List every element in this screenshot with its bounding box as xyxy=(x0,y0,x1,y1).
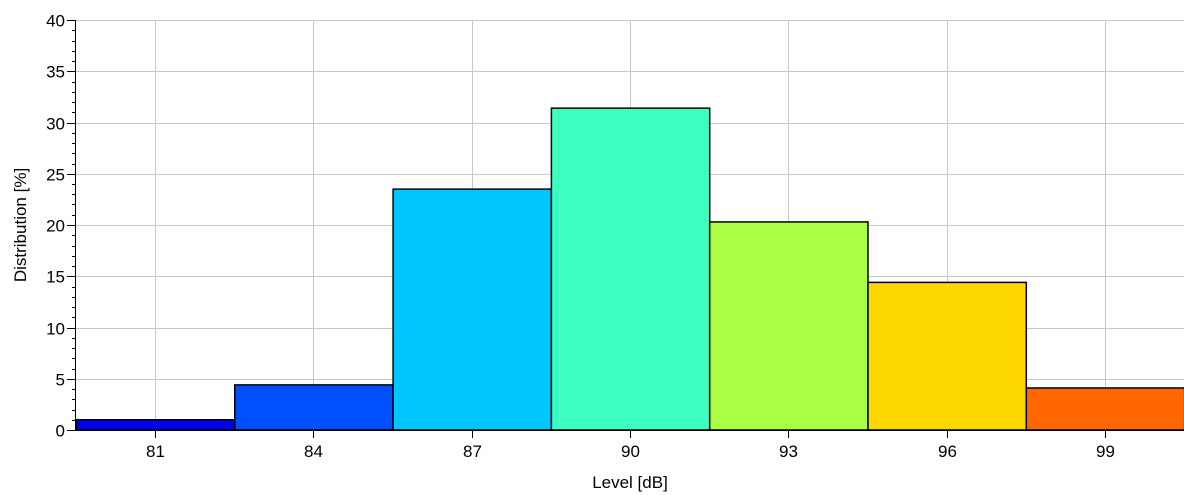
x-tick-label: 87 xyxy=(463,442,482,461)
bar-81 xyxy=(75,419,236,431)
y-tick-label: 25 xyxy=(46,166,65,185)
bars xyxy=(75,107,1184,431)
y-axis-title: Distribution [%] xyxy=(11,168,30,282)
bar-87 xyxy=(392,188,553,431)
y-tick-label: 5 xyxy=(56,371,65,390)
y-tick-label: 0 xyxy=(56,422,65,441)
y-tick-label: 30 xyxy=(46,115,65,134)
x-tick-label: 84 xyxy=(304,442,323,461)
bar-93 xyxy=(708,221,869,431)
x-tick-label: 93 xyxy=(779,442,798,461)
x-axis-title: Level [dB] xyxy=(592,473,668,492)
y-tick-label: 35 xyxy=(46,63,65,82)
y-axis-ticks: 0 5 10 15 20 25 30 35 40 xyxy=(46,12,76,441)
bar-96 xyxy=(867,281,1028,431)
x-tick-label: 90 xyxy=(621,442,640,461)
x-tick-label: 96 xyxy=(938,442,957,461)
bar-90 xyxy=(550,107,711,431)
bar-99 xyxy=(1025,387,1184,431)
y-tick-label: 15 xyxy=(46,268,65,287)
bar-84 xyxy=(234,384,394,431)
y-tick-label: 10 xyxy=(46,320,65,339)
y-tick-label: 20 xyxy=(46,217,65,236)
x-axis-ticks: 81 84 87 90 93 96 99 xyxy=(146,430,1115,461)
x-tick-label: 81 xyxy=(146,442,165,461)
x-tick-label: 99 xyxy=(1096,442,1115,461)
y-tick-label: 40 xyxy=(46,12,65,31)
